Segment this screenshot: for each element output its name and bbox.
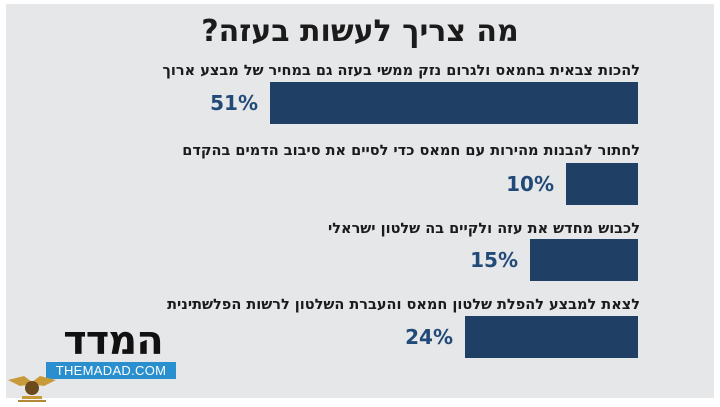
value-label: 10% [506, 172, 554, 196]
bar [530, 239, 638, 281]
watermark-emblem-icon [8, 376, 56, 402]
category-label: לצאת למבצע להפלת שלטון חמאס והעברת השלטו… [167, 297, 640, 313]
bar [465, 316, 638, 358]
value-label: 15% [470, 248, 518, 272]
value-label: 24% [405, 325, 453, 349]
logo-hebrew: המדד [63, 318, 163, 364]
chart-title: מה צריך לעשות בעזה? [201, 14, 519, 49]
category-label: לכבוש מחדש את עזה ולקיים בה שלטון ישראלי [327, 221, 640, 237]
category-label: להכות צבאית בחמאס ולגרום נזק ממשי בעזה ג… [162, 63, 640, 79]
bar [270, 82, 638, 124]
category-label: לחתור להבנות מהירות עם חמאס כדי לסיים את… [182, 143, 640, 159]
bar [566, 163, 638, 205]
value-label: 51% [210, 91, 258, 115]
logo-english: THEMADAD.COM [46, 362, 176, 379]
